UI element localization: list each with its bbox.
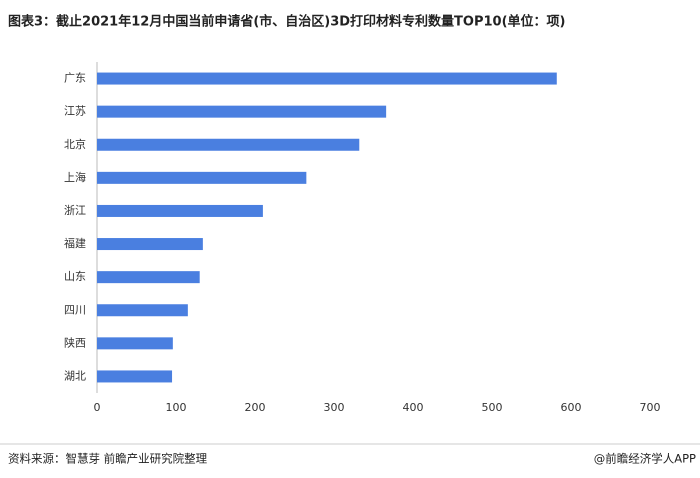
x-tick-label: 200 [245, 401, 266, 414]
y-tick-label: 北京 [64, 137, 86, 151]
y-tick-label: 湖北 [64, 369, 86, 382]
y-tick-label: 上海 [64, 170, 86, 184]
bar [97, 138, 360, 151]
y-tick-label: 江苏 [64, 105, 86, 118]
x-tick-label: 700 [640, 401, 661, 414]
x-tick-label: 500 [482, 401, 503, 414]
x-tick-label: 600 [561, 401, 582, 414]
bar [97, 204, 263, 217]
y-tick-label: 陕西 [64, 335, 86, 349]
chart-title: 图表3：截止2021年12月中国当前申请省(市、自治区)3D打印材料专利数量TO… [8, 14, 565, 30]
y-tick-label: 广东 [64, 72, 86, 85]
y-tick-label: 山东 [64, 270, 86, 283]
brand-note: @前瞻经济学人APP [594, 452, 696, 466]
bar [97, 304, 188, 317]
x-tick-label: 0 [94, 401, 101, 414]
y-tick-label: 浙江 [64, 204, 86, 217]
x-tick-label: 300 [324, 401, 345, 414]
bar [97, 105, 387, 118]
bar [97, 370, 173, 383]
x-tick-label: 100 [166, 401, 187, 414]
bar [97, 238, 203, 251]
bar [97, 72, 557, 85]
y-tick-label: 福建 [64, 236, 86, 250]
y-tick-label: 四川 [64, 303, 86, 316]
bar [97, 271, 200, 284]
source-note: 资料来源：智慧芽 前瞻产业研究院整理 [8, 452, 208, 466]
x-tick-label: 400 [403, 401, 424, 414]
bar [97, 337, 173, 350]
bar [97, 171, 307, 184]
